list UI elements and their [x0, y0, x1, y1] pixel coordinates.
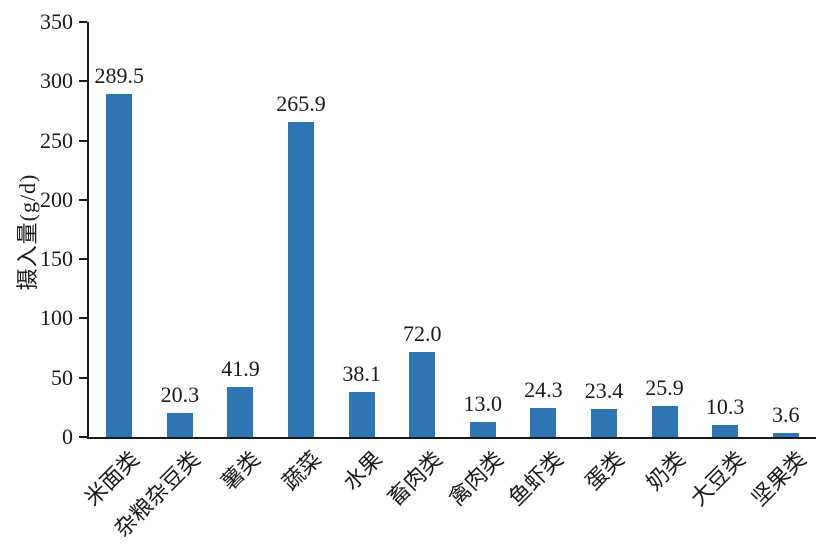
bar — [409, 351, 436, 437]
y-tick-label: 100 — [40, 305, 73, 331]
y-tick-label: 300 — [40, 68, 73, 94]
bar-value-label: 41.9 — [221, 356, 260, 382]
y-tick-mark — [79, 139, 87, 142]
y-tick-mark — [79, 376, 87, 379]
x-category-label: 蔬菜 — [277, 446, 327, 496]
plot-area: 0 50 100 150 200 250 300 350 289.5 20.3 41.9 265.9… — [40, 10, 816, 542]
bar — [106, 93, 133, 437]
bar-value-label: 38.1 — [342, 360, 381, 386]
bar — [469, 421, 496, 437]
bar-value-label: 23.4 — [584, 378, 624, 404]
bar-value-label: 10.3 — [705, 393, 745, 419]
bar-value-label: 289.5 — [94, 62, 145, 88]
y-tick-label: 350 — [40, 9, 73, 34]
bar — [227, 387, 254, 437]
x-category-label: 奶类 — [640, 446, 690, 496]
bar — [288, 121, 315, 437]
bar — [651, 406, 678, 437]
x-category-label: 水果 — [337, 446, 387, 496]
y-tick-mark — [79, 436, 87, 438]
x-category-label: 鱼虾类 — [503, 446, 569, 511]
bar-value-label: 25.9 — [645, 375, 684, 401]
bar — [348, 391, 375, 437]
y-tick-mark — [79, 21, 87, 23]
y-tick-mark — [79, 198, 87, 201]
y-tick-mark — [79, 258, 87, 261]
x-category-label: 坚果类 — [746, 446, 811, 511]
bar-value-label: 13.0 — [463, 390, 503, 416]
bar-value-label: 265.9 — [276, 90, 326, 116]
y-tick-mark — [79, 80, 87, 83]
bar — [166, 412, 193, 437]
bar — [530, 408, 557, 437]
y-tick-label: 250 — [40, 127, 73, 153]
x-category-label: 大豆类 — [685, 446, 751, 511]
bar-value-label: 3.6 — [771, 401, 800, 427]
y-tick-label: 150 — [40, 246, 73, 272]
x-category-label: 畜肉类 — [382, 446, 448, 511]
y-tick-mark — [79, 317, 87, 320]
bar-value-label: 24.3 — [524, 377, 563, 403]
x-category-label: 禽肉类 — [443, 446, 508, 511]
bar — [712, 424, 739, 437]
bar-value-label: 20.3 — [160, 381, 200, 407]
x-category-label: 蛋类 — [580, 446, 629, 496]
y-tick-label: 200 — [40, 186, 73, 212]
y-tick-label: 50 — [51, 364, 73, 390]
bar-value-label: 72.0 — [402, 320, 442, 346]
bar — [590, 409, 617, 437]
y-tick-label: 0 — [62, 424, 73, 449]
x-category-label: 薯类 — [216, 446, 266, 496]
bar — [772, 432, 799, 437]
